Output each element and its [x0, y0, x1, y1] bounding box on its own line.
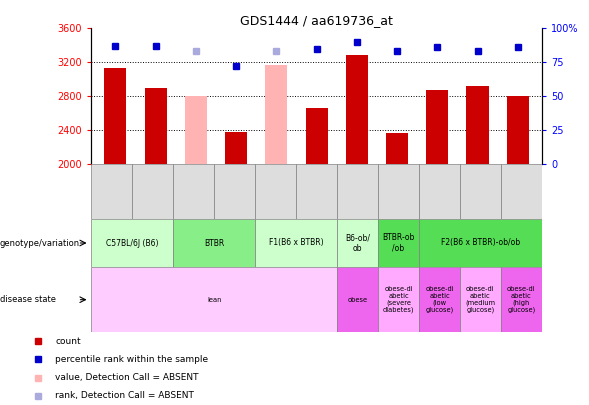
Bar [91, 164, 133, 219]
Bar [91, 267, 337, 332]
Bar [378, 164, 419, 219]
Bar [419, 164, 460, 219]
Text: BTBR-ob
/ob: BTBR-ob /ob [382, 233, 415, 253]
Bar [265, 65, 287, 164]
Bar [386, 134, 408, 164]
Bar [419, 267, 460, 332]
Text: lean: lean [207, 297, 221, 303]
Bar [378, 267, 419, 332]
Bar [225, 132, 247, 164]
Text: F1(B6 x BTBR): F1(B6 x BTBR) [269, 239, 323, 247]
Bar [214, 164, 255, 219]
Text: C57BL/6J (B6): C57BL/6J (B6) [106, 239, 158, 247]
Bar [91, 219, 173, 267]
Bar [460, 267, 501, 332]
Bar [255, 219, 337, 267]
Bar [173, 164, 214, 219]
Text: rank, Detection Call = ABSENT: rank, Detection Call = ABSENT [55, 391, 194, 401]
Text: genotype/variation: genotype/variation [0, 239, 80, 247]
Bar [460, 164, 501, 219]
Text: obese-di
abetic
(severe
diabetes): obese-di abetic (severe diabetes) [383, 286, 414, 313]
Bar [104, 68, 127, 164]
Text: percentile rank within the sample: percentile rank within the sample [55, 355, 208, 364]
Bar [296, 164, 337, 219]
Text: obese-di
abetic
(low
glucose): obese-di abetic (low glucose) [425, 286, 454, 313]
Bar [145, 88, 167, 164]
Bar [378, 219, 419, 267]
Bar [133, 164, 173, 219]
Text: BTBR: BTBR [204, 239, 224, 247]
Bar [501, 164, 542, 219]
Bar [501, 267, 542, 332]
Bar [337, 164, 378, 219]
Text: F2(B6 x BTBR)-ob/ob: F2(B6 x BTBR)-ob/ob [441, 239, 520, 247]
Bar [255, 164, 296, 219]
Bar [173, 219, 255, 267]
Text: obese-di
abetic
(high
glucose): obese-di abetic (high glucose) [507, 286, 536, 313]
Title: GDS1444 / aa619736_at: GDS1444 / aa619736_at [240, 14, 393, 27]
Bar [346, 55, 368, 164]
Bar [306, 108, 327, 164]
Text: disease state: disease state [0, 295, 56, 304]
Text: obese: obese [348, 297, 368, 303]
Bar [419, 219, 542, 267]
Bar [507, 96, 529, 164]
Text: count: count [55, 337, 81, 346]
Bar [426, 90, 448, 164]
Bar [466, 86, 488, 164]
Text: obese-di
abetic
(medium
glucose): obese-di abetic (medium glucose) [465, 286, 495, 313]
Text: value, Detection Call = ABSENT: value, Detection Call = ABSENT [55, 373, 198, 382]
Text: B6-ob/
ob: B6-ob/ ob [345, 233, 370, 253]
Bar [337, 267, 378, 332]
Bar [185, 96, 207, 164]
Bar [337, 219, 378, 267]
